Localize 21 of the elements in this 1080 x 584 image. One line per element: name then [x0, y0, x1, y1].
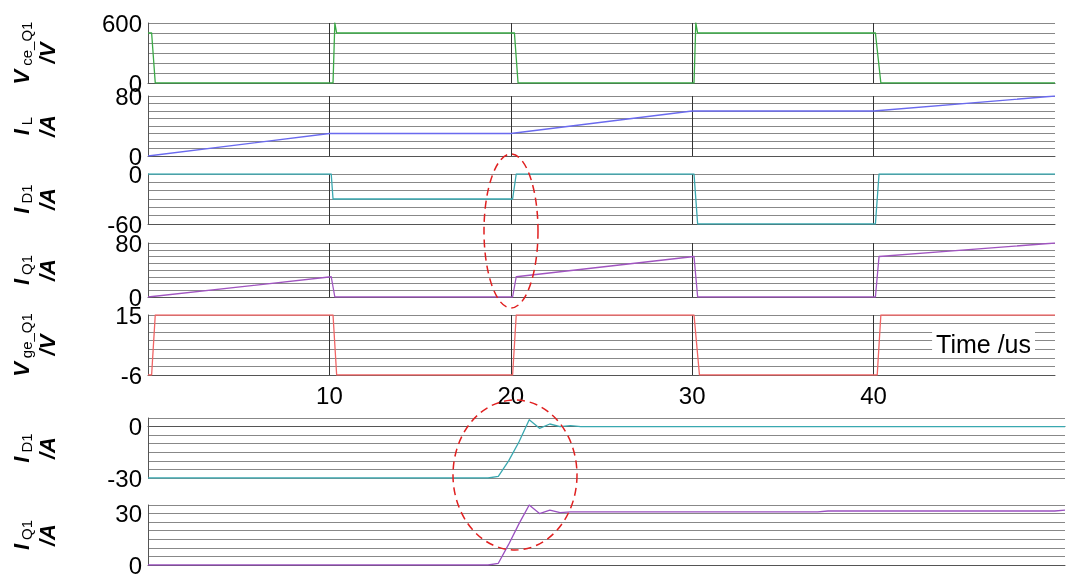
y-axis-title: IQ1 /A: [8, 519, 60, 551]
x-tick-label: 20: [497, 381, 525, 409]
y-tick-label: -30: [107, 464, 142, 492]
x-axis-title: Time /us: [936, 329, 1031, 358]
x-tick-label: 10: [316, 381, 343, 409]
y-axis-title: ID1 /A: [8, 433, 60, 463]
line-series: [147, 242, 1056, 298]
y-axis-title: ID1 /A: [8, 184, 60, 214]
y-axis-title: Vce_Q1 /V: [8, 21, 60, 85]
y-axis-title: IQ1 /A: [8, 254, 60, 286]
y-tick-label: 0: [128, 413, 142, 441]
y-tick-label: 600: [101, 9, 142, 37]
line-series: [147, 419, 1066, 479]
line-series: [147, 504, 1066, 566]
y-axis-title: Vge_Q1 /V: [8, 313, 60, 377]
y-tick-label: 0: [128, 551, 142, 579]
x-tick-label: 30: [678, 381, 706, 409]
line-series: [147, 95, 1056, 157]
y-tick-label: 30: [115, 500, 142, 528]
x-tick-label: 40: [860, 381, 887, 409]
y-tick-label: -6: [120, 361, 142, 389]
